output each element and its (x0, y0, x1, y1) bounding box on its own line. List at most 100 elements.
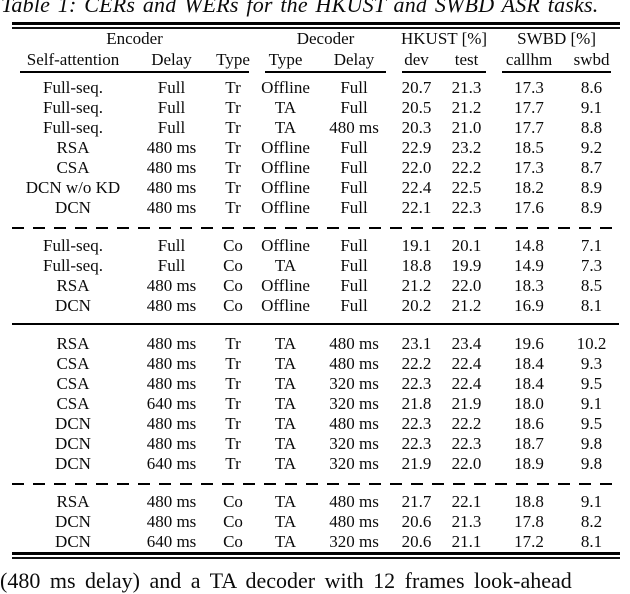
table-row: Full-seq. Full Tr Offline Full 20.7 21.3 17.3 8.… (12, 78, 619, 98)
cell: 320 ms (329, 394, 379, 413)
cell: 22.4 (451, 374, 482, 393)
cell: 21.9 (451, 394, 482, 413)
cell: 8.1 (580, 532, 603, 551)
cell: 22.4 (401, 178, 432, 197)
table-row: DCN 480 ms Co TA 480 ms 20.6 21.3 17.8 8.2 (12, 512, 619, 532)
cell: TA (274, 414, 297, 433)
cell: 22.3 (401, 434, 432, 453)
cell: 480 ms (329, 512, 379, 531)
cell: Tr (225, 454, 241, 473)
cell: Full-seq. (43, 118, 103, 137)
cell: 480 ms (146, 158, 197, 177)
swbd-underline (502, 71, 612, 73)
cell: CSA (56, 158, 90, 177)
cell: 480 ms (146, 276, 197, 295)
hkust-underline (402, 71, 487, 73)
cell: 23.2 (451, 138, 482, 157)
cell: 22.3 (451, 198, 482, 217)
cell: 20.5 (401, 98, 432, 117)
cell: 18.4 (514, 374, 544, 393)
cell: 20.6 (401, 512, 432, 531)
cell: 480 ms (146, 492, 197, 511)
cell: Tr (225, 158, 241, 177)
cell: 480 ms (146, 414, 197, 433)
cell: Co (223, 512, 243, 531)
cell: 9.3 (580, 354, 603, 373)
cell: 17.3 (514, 78, 544, 97)
cell: 22.0 (451, 454, 482, 473)
dashed-rule (12, 483, 620, 485)
cell: Offline (261, 78, 310, 97)
cell: Full-seq. (43, 256, 103, 275)
cell: Full (340, 78, 368, 97)
cell: 21.1 (451, 532, 482, 551)
cell: 640 ms (146, 394, 197, 413)
cell: 9.8 (580, 454, 603, 473)
cell: 18.4 (514, 354, 544, 373)
cell: Full (157, 78, 186, 97)
cell: 22.2 (401, 354, 432, 373)
column-header-row: Self-attention Delay Type Type Delay dev… (12, 49, 619, 71)
cell: TA (274, 374, 297, 393)
cell: 18.0 (514, 394, 544, 413)
cell: Full (340, 296, 368, 315)
cell: 16.9 (514, 296, 544, 315)
cell: 19.1 (401, 236, 432, 255)
table-row: RSA 480 ms Tr Offline Full 22.9 23.2 18.5 9.2 (12, 138, 619, 158)
cell: 21.8 (401, 394, 432, 413)
group-header-row: Encoder Decoder HKUST [%] SWBD [%] (12, 29, 619, 49)
cell: Full-seq. (43, 98, 103, 117)
cell: 20.1 (451, 236, 482, 255)
table-row: Full-seq. Full Co TA Full 18.8 19.9 14.9 7.3 (12, 256, 619, 276)
table-row: CSA 640 ms Tr TA 320 ms 21.8 21.9 18.0 9.1 (12, 394, 619, 414)
table-row: DCN w/o KD 480 ms Tr Offline Full 22.4 22.5 18.… (12, 178, 619, 198)
cell: TA (274, 118, 297, 137)
table-row: DCN 480 ms Tr Offline Full 22.1 22.3 17.6 8.9 (12, 198, 619, 218)
cell: 21.3 (451, 78, 482, 97)
cell: 20.2 (401, 296, 432, 315)
cell: 480 ms (329, 414, 379, 433)
cell: Full (340, 138, 368, 157)
cell: 9.1 (580, 98, 603, 117)
cell: 9.1 (580, 492, 603, 511)
cell: 21.0 (451, 118, 482, 137)
cell: 22.3 (451, 434, 482, 453)
cell: Offline (261, 296, 310, 315)
cell: 320 ms (329, 532, 379, 551)
cell: 21.2 (401, 276, 432, 295)
cell: Co (223, 492, 243, 511)
cell: Offline (261, 158, 310, 177)
cell: 21.2 (451, 98, 482, 117)
cell: 480 ms (146, 334, 197, 353)
group-header-swbd: SWBD [%] (517, 29, 596, 48)
cell: Offline (261, 236, 310, 255)
cell: 23.1 (401, 334, 432, 353)
cell: 640 ms (146, 532, 197, 551)
cell: Full (340, 158, 368, 177)
cell: 19.6 (514, 334, 544, 353)
dashed-section-separator (12, 474, 620, 492)
cell: 22.5 (451, 178, 482, 197)
cell: 22.1 (401, 198, 432, 217)
table-row: DCN 480 ms Tr TA 320 ms 22.3 22.3 18.7 9.8 (12, 434, 619, 454)
cell: Tr (225, 354, 241, 373)
cell: 22.3 (401, 414, 432, 433)
cell: TA (274, 256, 297, 275)
cell: Tr (225, 434, 241, 453)
col-header-decoder-type: Type (268, 50, 303, 69)
cell: RSA (56, 138, 90, 157)
col-header-swbd: swbd (573, 50, 610, 69)
cell: 18.5 (514, 138, 544, 157)
cell: 18.2 (514, 178, 544, 197)
cell: 480 ms (329, 334, 379, 353)
cell: DCN (55, 532, 91, 551)
cell: 18.8 (514, 492, 544, 511)
cell: RSA (56, 276, 90, 295)
cell: 7.3 (580, 256, 603, 275)
header-underline-row (12, 71, 619, 78)
cell: RSA (56, 334, 90, 353)
cell: DCN (55, 512, 91, 531)
cell: Offline (261, 276, 310, 295)
cell: Full (340, 98, 368, 117)
